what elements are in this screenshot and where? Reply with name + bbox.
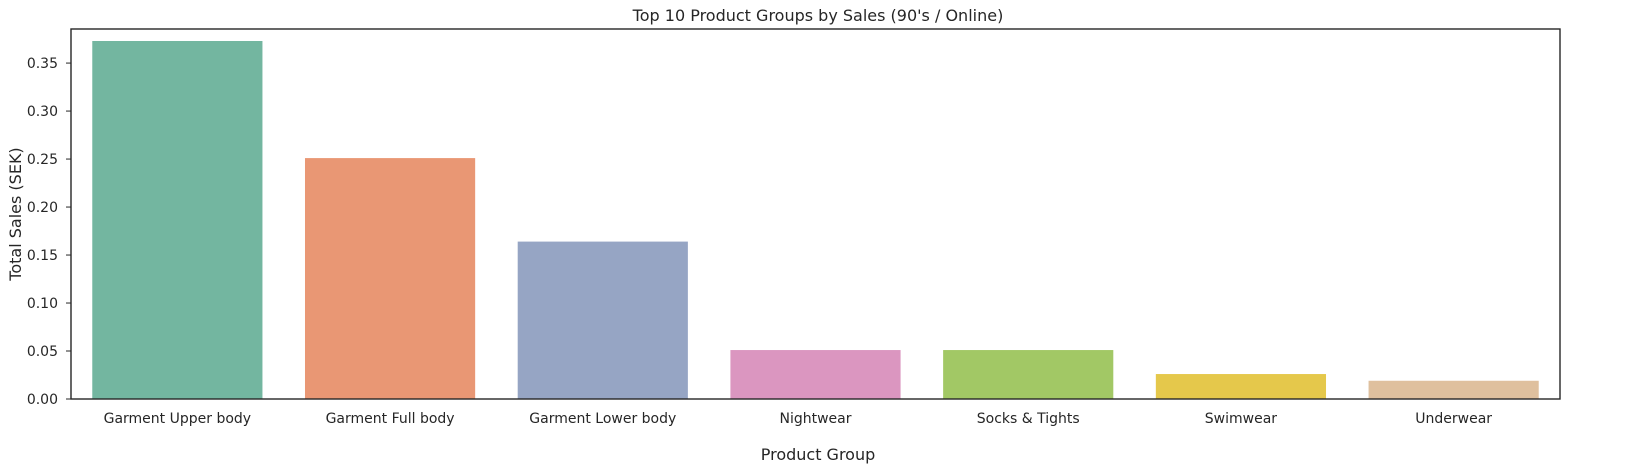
y-axis-ticks: 0.00 0.05 0.10 0.15 0.20 0.25 0.30 0.35 — [27, 56, 71, 408]
x-tick-label: Garment Lower body — [529, 411, 676, 427]
y-tick-label: 0.30 — [27, 104, 58, 120]
bar-nightwear — [730, 350, 901, 399]
y-tick-label: 0.05 — [27, 344, 58, 360]
x-axis-label: Product Group — [761, 445, 876, 464]
x-tick-label: Garment Upper body — [104, 411, 251, 427]
y-tick-label: 0.20 — [27, 200, 58, 216]
plot-frame — [70, 28, 1561, 400]
bar-garment-full-body — [304, 158, 476, 399]
bar-garment-upper-body — [92, 40, 263, 399]
x-tick-label: Swimwear — [1205, 411, 1278, 427]
y-tick-label: 0.25 — [27, 152, 58, 168]
x-tick-label: Underwear — [1415, 411, 1492, 427]
y-axis-label: Total Sales (SEK) — [6, 147, 25, 281]
y-tick-label: 0.00 — [27, 392, 58, 408]
x-tick-label: Garment Full body — [326, 411, 455, 427]
y-tick-label: 0.35 — [27, 56, 58, 72]
bar-swimwear — [1155, 374, 1327, 399]
x-axis-ticks: Garment Upper body Garment Full body Garme… — [104, 411, 1493, 427]
x-tick-label: Socks & Tights — [977, 411, 1080, 427]
y-tick-label: 0.10 — [27, 296, 58, 312]
bar-socks-tights — [943, 350, 1114, 399]
bar-underwear — [1368, 380, 1539, 399]
bar-garment-lower-body — [517, 241, 688, 399]
y-tick-label: 0.15 — [27, 248, 58, 264]
chart-title: Top 10 Product Groups by Sales (90's / O… — [632, 6, 1004, 25]
x-tick-label: Nightwear — [779, 411, 851, 427]
bars-group — [92, 40, 1539, 399]
